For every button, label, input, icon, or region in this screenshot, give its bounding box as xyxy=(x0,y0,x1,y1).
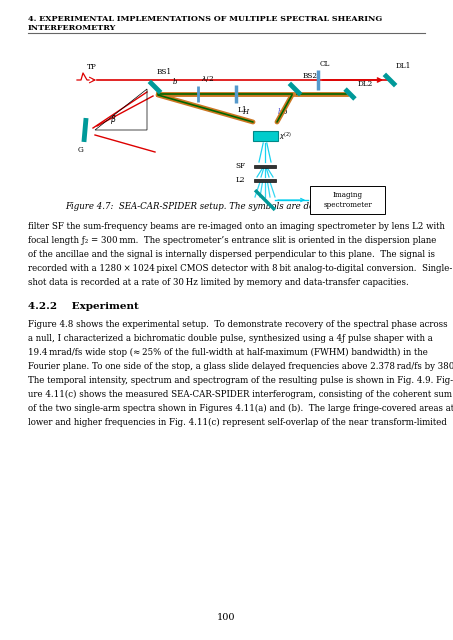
Text: Fourier plane. To one side of the stop, a glass slide delayed frequencies above : Fourier plane. To one side of the stop, … xyxy=(28,362,453,371)
Text: BS1: BS1 xyxy=(157,68,172,76)
Text: CL: CL xyxy=(320,60,330,68)
Text: focal length ƒ₂ = 300 mm.  The spectrometer’s entrance slit is oriented in the d: focal length ƒ₂ = 300 mm. The spectromet… xyxy=(28,236,436,245)
Text: 19.4 mrad/fs wide stop (≈ 25% of the full-width at half-maximum (FWHM) bandwidth: 19.4 mrad/fs wide stop (≈ 25% of the ful… xyxy=(28,348,428,357)
Text: 100: 100 xyxy=(217,613,235,622)
Text: recorded with a 1280 × 1024 pixel CMOS detector with 8 bit analog-to-digital con: recorded with a 1280 × 1024 pixel CMOS d… xyxy=(28,264,452,273)
Text: of the ancillae and the signal is internally dispersed perpendicular to this pla: of the ancillae and the signal is intern… xyxy=(28,250,435,259)
Bar xyxy=(252,131,278,141)
Text: lower and higher frequencies in Fig. 4.11(c) represent self-overlap of the near : lower and higher frequencies in Fig. 4.1… xyxy=(28,418,447,427)
Text: of the two single-arm spectra shown in Figures 4.11(a) and (b).  The large fring: of the two single-arm spectra shown in F… xyxy=(28,404,453,413)
Text: TP: TP xyxy=(87,63,97,71)
Text: 4.2.2    Experiment: 4.2.2 Experiment xyxy=(28,302,139,311)
Text: H: H xyxy=(242,108,248,116)
Text: BS2: BS2 xyxy=(303,72,318,80)
Text: filter SF the sum-frequency beams are re-imaged onto an imaging spectrometer by : filter SF the sum-frequency beams are re… xyxy=(28,222,445,231)
Text: $\beta$: $\beta$ xyxy=(110,113,116,127)
Text: $\chi^{(2)}$: $\chi^{(2)}$ xyxy=(279,131,292,143)
Text: INTERFEROMETRY: INTERFEROMETRY xyxy=(28,24,116,32)
Text: DL1: DL1 xyxy=(396,62,411,70)
Text: b: b xyxy=(278,108,282,116)
Text: ure 4.11(c) shows the measured SEA-CAR-SPIDER interferogram, consisting of the c: ure 4.11(c) shows the measured SEA-CAR-S… xyxy=(28,390,452,399)
Text: L1: L1 xyxy=(238,106,248,114)
Text: Imaging
spectrometer: Imaging spectrometer xyxy=(323,191,372,209)
Text: L2: L2 xyxy=(236,176,245,184)
Text: shot data is recorded at a rate of 30 Hz limited by memory and data-transfer cap: shot data is recorded at a rate of 30 Hz… xyxy=(28,278,409,287)
Text: a null, I characterized a bichromatic double pulse, synthesized using a 4ƒ pulse: a null, I characterized a bichromatic do… xyxy=(28,334,433,343)
Text: b: b xyxy=(283,108,287,116)
Text: DL2: DL2 xyxy=(358,80,373,88)
Text: 4. EXPERIMENTAL IMPLEMENTATIONS OF MULTIPLE SPECTRAL SHEARING: 4. EXPERIMENTAL IMPLEMENTATIONS OF MULTI… xyxy=(28,15,382,23)
Text: SF: SF xyxy=(235,162,245,170)
FancyBboxPatch shape xyxy=(310,186,385,214)
Text: Figure 4.7:  SEA-CAR-SPIDER setup. The symbols are defined in the text.: Figure 4.7: SEA-CAR-SPIDER setup. The sy… xyxy=(65,202,387,211)
Text: $\lambda$/2: $\lambda$/2 xyxy=(201,74,214,84)
Text: G: G xyxy=(78,146,84,154)
Text: b: b xyxy=(173,78,177,86)
Text: The temporal intensity, spectrum and spectrogram of the resulting pulse is shown: The temporal intensity, spectrum and spe… xyxy=(28,376,453,385)
Bar xyxy=(254,179,276,182)
Text: Figure 4.8 shows the experimental setup.  To demonstrate recovery of the spectra: Figure 4.8 shows the experimental setup.… xyxy=(28,320,448,329)
Bar xyxy=(254,164,276,168)
